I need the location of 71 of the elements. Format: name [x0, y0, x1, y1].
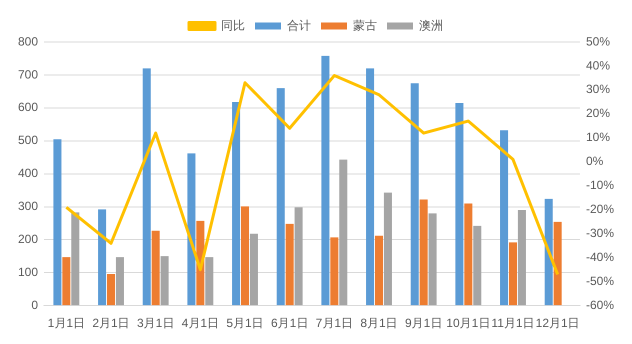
y-tick-label: 300 [18, 199, 38, 214]
x-tick-label: 1月1日 [48, 316, 86, 330]
bar [455, 102, 464, 306]
y2-tick-label: -50% [586, 274, 614, 288]
x-tick-label: 2月1日 [92, 316, 130, 330]
bar [544, 198, 553, 306]
bar [410, 83, 419, 306]
y-tick-label: 600 [18, 100, 38, 114]
y-tick-label: 500 [18, 133, 38, 148]
y2-tick-label: -60% [586, 298, 614, 312]
x-tick-label: 10月1日 [446, 316, 490, 330]
x-tick-label: 5月1日 [226, 316, 264, 330]
y2-tick-label: 50% [586, 34, 610, 48]
x-tick-label: 11月1日 [491, 316, 535, 330]
bar [152, 230, 160, 306]
bar [473, 226, 482, 306]
bar [286, 224, 294, 306]
bar [384, 192, 392, 306]
y2-tick-label: 40% [586, 58, 610, 72]
bar [518, 210, 526, 306]
bar [160, 256, 169, 306]
bar [500, 130, 508, 306]
legend-label: 澳洲 [419, 18, 443, 32]
bar [98, 209, 106, 306]
bar [554, 222, 562, 306]
bar [330, 237, 338, 306]
x-tick-label: 7月1日 [316, 316, 354, 330]
y2-tick-label: 30% [586, 82, 610, 96]
x-tick-label: 8月1日 [360, 316, 398, 330]
bar [508, 242, 518, 306]
bar [420, 200, 428, 306]
y2-tick-label: 0% [586, 154, 604, 168]
y2-tick-label: -40% [586, 250, 614, 264]
bar [276, 88, 285, 306]
bar [240, 206, 250, 306]
y2-tick-label: -20% [586, 202, 614, 216]
bar [464, 203, 472, 306]
bar [62, 257, 70, 306]
x-tick-label: 9月1日 [404, 316, 442, 330]
y-tick-label: 700 [18, 67, 38, 82]
y-tick-label: 0 [31, 298, 38, 312]
legend-label: 同比 [221, 18, 245, 32]
bar [142, 68, 151, 306]
y2-tick-label: -30% [586, 226, 614, 240]
bar [232, 102, 240, 306]
bar [428, 213, 437, 306]
bar [187, 153, 196, 306]
y2-tick-label: 20% [586, 106, 610, 120]
y-tick-label: 400 [18, 166, 38, 180]
bar [374, 236, 384, 306]
bar [116, 257, 124, 306]
bar [250, 234, 258, 306]
legend-label: 蒙古 [353, 18, 377, 32]
bar [321, 56, 330, 306]
x-tick-label: 6月1日 [270, 316, 308, 330]
y-tick-label: 800 [18, 34, 38, 48]
x-tick-label: 4月1日 [182, 316, 220, 330]
y-tick-label: 200 [18, 232, 38, 246]
bar [71, 212, 80, 306]
legend-label: 合计 [287, 18, 311, 32]
x-tick-label: 12月1日 [536, 316, 580, 330]
bar [107, 274, 116, 306]
bar [366, 68, 374, 306]
bar [339, 160, 348, 306]
y-tick-label: 100 [18, 264, 38, 279]
y2-tick-label: -10% [586, 178, 614, 192]
y2-tick-label: 10% [586, 130, 610, 144]
x-tick-label: 3月1日 [137, 316, 174, 330]
bar [205, 257, 214, 306]
bar [53, 139, 62, 306]
bar [294, 207, 303, 306]
